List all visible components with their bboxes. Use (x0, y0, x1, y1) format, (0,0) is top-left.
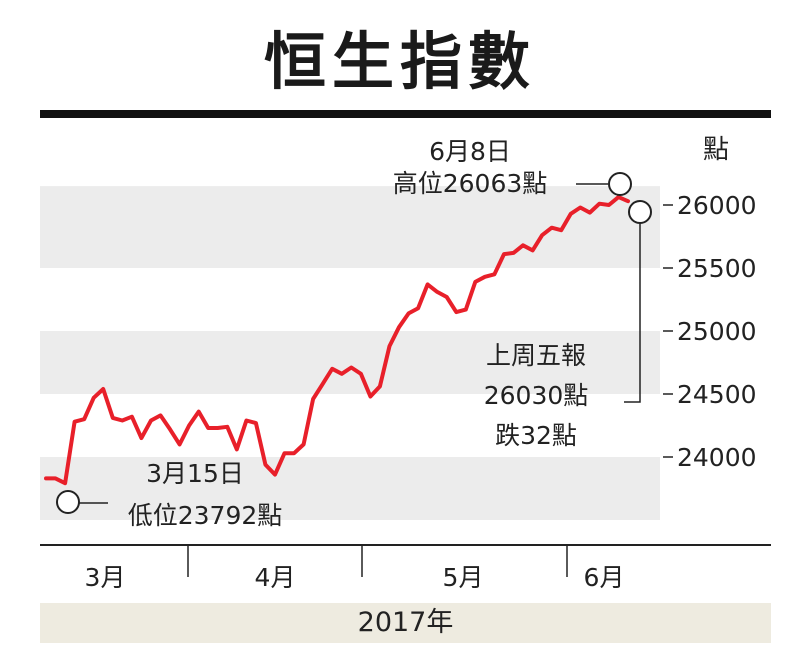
last-close-line2: 26030點 (484, 381, 589, 410)
y-tick-label: 24500 (677, 380, 757, 409)
x-tick-label: 6月 (584, 563, 625, 592)
last-close-line1: 上周五報 (486, 341, 586, 370)
year-label: 2017年 (357, 607, 454, 638)
y-tick-label: 25000 (677, 317, 757, 346)
x-tick-label: 3月 (85, 563, 126, 592)
y-unit-label: 點 (703, 135, 729, 165)
year-band (40, 603, 771, 643)
y-tick-label: 26000 (677, 191, 757, 220)
y-tick-label: 24000 (677, 443, 757, 472)
last-close-leader-line (624, 223, 641, 403)
high-marker (608, 172, 632, 196)
title-rule (40, 110, 771, 118)
grid-band (40, 331, 660, 394)
series-line-hsi (44, 195, 630, 486)
low-date-label: 3月15日 (146, 459, 244, 488)
last-close-marker (628, 200, 652, 224)
last-close-line3: 跌32點 (495, 421, 577, 450)
x-tick-label: 5月 (443, 563, 484, 592)
high-date-label: 6月8日 (429, 137, 511, 166)
low-value-label: 低位23792點 (128, 501, 283, 530)
low-marker (56, 490, 80, 514)
high-value-label: 高位26063點 (393, 169, 548, 198)
chart-title: 恒生指數 (263, 25, 536, 98)
grid-band (40, 457, 660, 520)
x-tick-label: 4月 (255, 563, 296, 592)
grid-band (40, 186, 660, 268)
y-tick-label: 25500 (677, 254, 757, 283)
